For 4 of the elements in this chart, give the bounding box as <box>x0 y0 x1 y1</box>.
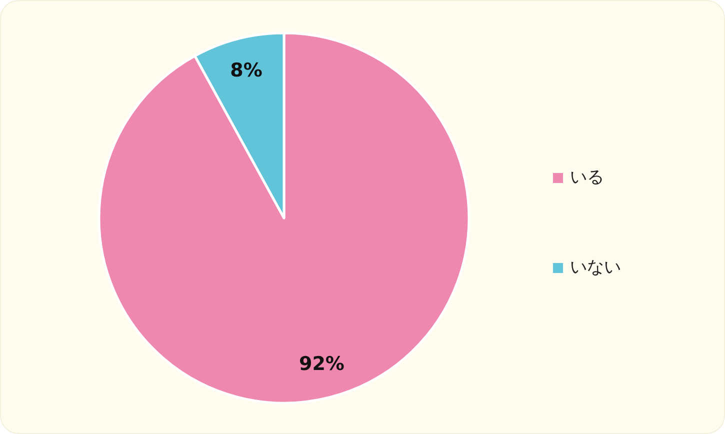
legend-label: いない <box>570 258 621 278</box>
data-label: 92% <box>298 353 344 376</box>
legend-label: いる <box>570 168 604 188</box>
data-label: 8% <box>230 59 262 82</box>
